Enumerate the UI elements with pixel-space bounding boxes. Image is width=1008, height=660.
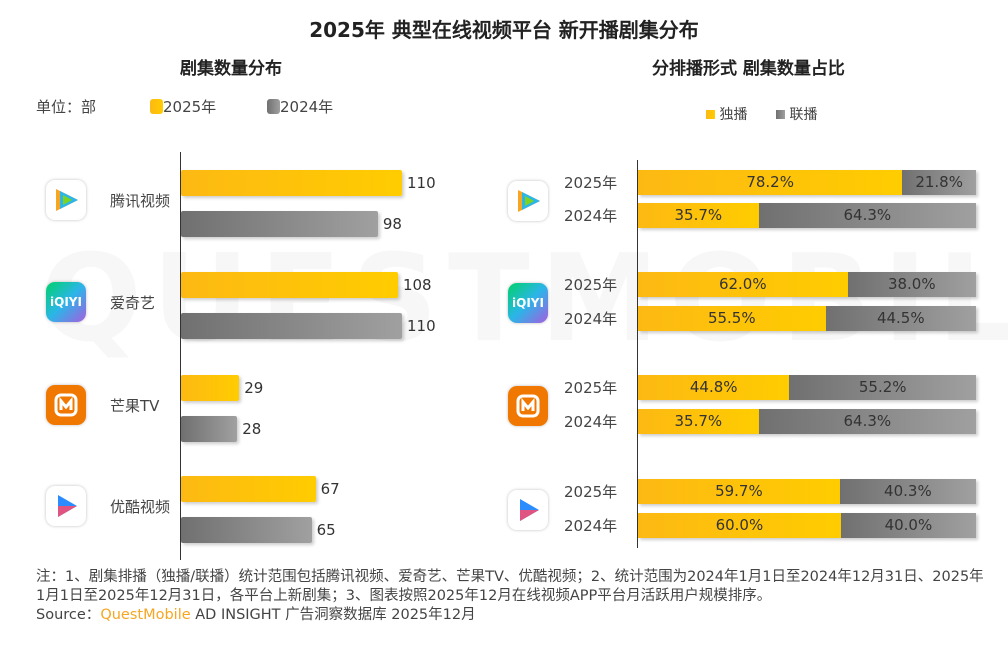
bar-joint xyxy=(847,272,976,297)
exclusive-label: 44.8% xyxy=(689,378,738,396)
legend-label: 联播 xyxy=(789,107,818,123)
tencent-video-logo xyxy=(508,181,548,221)
year-label: 2024年 xyxy=(564,517,618,535)
category-label: 爱奇艺 xyxy=(110,294,156,312)
bar-2024 xyxy=(181,517,312,543)
data-label: 110 xyxy=(407,174,436,192)
bar-joint xyxy=(902,170,976,195)
footnote: 注：1、剧集排播（独播/联播）统计范围包括腾讯视频、爱奇艺、芒果TV、优酷视频；… xyxy=(36,568,986,625)
bar-joint xyxy=(758,203,976,228)
year-label: 2024年 xyxy=(564,310,618,328)
year-label: 2025年 xyxy=(564,276,618,294)
bar-2024 xyxy=(181,211,378,237)
legend-swatch-2024 xyxy=(267,99,280,114)
exclusive-label: 60.0% xyxy=(715,516,764,534)
bar-joint xyxy=(839,479,976,504)
legend-label: 独播 xyxy=(719,107,748,123)
joint-label: 40.0% xyxy=(884,516,933,534)
exclusive-label: 78.2% xyxy=(746,173,794,191)
left-chart-title: 剧集数量分布 xyxy=(180,59,282,79)
bar-exclusive xyxy=(638,203,759,228)
bar-2025 xyxy=(181,170,402,196)
right-chart-title: 分排播形式 剧集数量占比 xyxy=(652,59,845,79)
youku-logo xyxy=(46,486,86,526)
source-rest: AD INSIGHT 广告洞察数据库 2025年12月 xyxy=(190,607,476,623)
data-label: 65 xyxy=(316,521,336,539)
joint-label: 64.3% xyxy=(843,206,892,224)
year-label: 2025年 xyxy=(564,483,618,501)
year-label: 2024年 xyxy=(564,207,618,225)
joint-label: 40.3% xyxy=(884,482,932,500)
bar-exclusive xyxy=(638,272,848,297)
bar-joint xyxy=(840,513,976,538)
joint-label: 44.5% xyxy=(876,309,925,327)
joint-label: 55.2% xyxy=(858,378,907,396)
left-axis-line xyxy=(180,152,181,560)
bar-exclusive xyxy=(638,479,840,504)
bar-2025 xyxy=(181,272,398,298)
joint-label: 21.8% xyxy=(915,173,963,191)
exclusive-label: 59.7% xyxy=(715,482,763,500)
unit-label: 单位：部 xyxy=(36,98,97,116)
bar-exclusive xyxy=(638,375,790,400)
bar-2024 xyxy=(181,313,402,339)
category-label: 腾讯视频 xyxy=(110,192,171,210)
bar-exclusive xyxy=(638,306,826,331)
data-label: 110 xyxy=(407,317,436,335)
exclusive-label: 55.5% xyxy=(707,309,756,327)
category-label: 芒果TV xyxy=(110,397,160,415)
source-line: Source：QuestMobile AD INSIGHT 广告洞察数据库 20… xyxy=(36,606,986,625)
youku-logo xyxy=(508,490,548,530)
bar-2025 xyxy=(181,476,316,502)
data-label: 29 xyxy=(244,379,264,397)
mango-tv-logo xyxy=(46,385,86,425)
legend-exclusive: 独播 xyxy=(706,104,747,124)
legend-joint: 联播 xyxy=(776,104,817,124)
bar-exclusive xyxy=(638,513,841,538)
iqiyi-logo: iQIYI xyxy=(46,282,86,322)
legend-label: 2024年 xyxy=(280,98,334,116)
bar-exclusive xyxy=(638,170,903,195)
year-label: 2025年 xyxy=(564,174,618,192)
bar-joint xyxy=(758,409,976,434)
legend-swatch-2025 xyxy=(150,99,163,114)
data-label: 108 xyxy=(402,276,432,294)
joint-label: 64.3% xyxy=(843,412,892,430)
joint-label: 38.0% xyxy=(887,275,936,293)
bar-joint xyxy=(789,375,976,400)
category-label: 优酷视频 xyxy=(110,498,171,516)
note-text: 注：1、剧集排播（独播/联播）统计范围包括腾讯视频、爱奇艺、芒果TV、优酷视频；… xyxy=(36,569,984,604)
legend-2025: 2025年 xyxy=(150,96,216,117)
year-label: 2025年 xyxy=(564,379,618,397)
bar-2025 xyxy=(181,375,240,401)
bar-exclusive xyxy=(638,409,759,434)
data-label: 98 xyxy=(382,215,402,233)
legend-swatch-joint xyxy=(776,110,785,119)
bar-joint xyxy=(825,306,976,331)
tencent-video-logo xyxy=(46,180,86,220)
exclusive-label: 35.7% xyxy=(674,206,723,224)
data-label: 67 xyxy=(320,480,340,498)
iqiyi-logo: iQIYI xyxy=(508,283,548,323)
legend-swatch-exclusive xyxy=(706,110,715,119)
page-title: 2025年 典型在线视频平台 新开播剧集分布 xyxy=(309,18,699,42)
bar-2024 xyxy=(181,416,238,442)
year-label: 2024年 xyxy=(564,413,618,431)
exclusive-label: 62.0% xyxy=(718,275,767,293)
mango-tv-logo xyxy=(508,386,548,426)
exclusive-label: 35.7% xyxy=(674,412,723,430)
source-brand: QuestMobile xyxy=(100,607,191,623)
data-label: 28 xyxy=(242,420,262,438)
right-axis-line xyxy=(637,160,638,548)
legend-2024: 2024年 xyxy=(267,96,333,117)
source-prefix: Source： xyxy=(36,607,101,623)
legend-label: 2025年 xyxy=(163,98,217,116)
